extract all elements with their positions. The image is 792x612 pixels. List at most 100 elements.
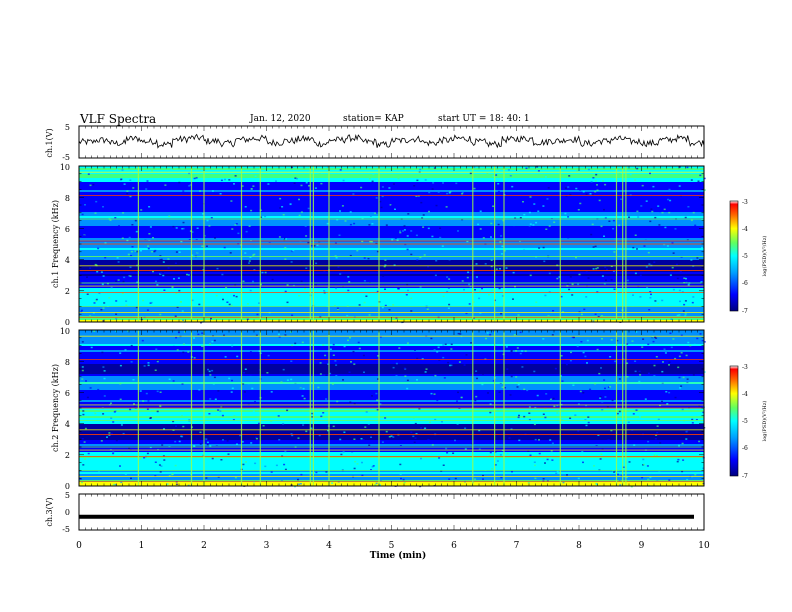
spectrogram-speckle: [264, 271, 267, 274]
spectrogram-speckle: [306, 475, 309, 477]
spectrogram-speckle: [550, 450, 553, 452]
spectrogram-speckle: [556, 404, 559, 407]
spectrogram-speckle: [174, 262, 177, 264]
spectrogram-speckle: [665, 391, 668, 393]
spectrogram-speckle: [528, 225, 531, 227]
spectrogram-speckle: [162, 274, 165, 277]
spectrogram-row: [79, 276, 704, 279]
spectrogram-speckle: [510, 428, 513, 430]
spectrogram-speckle: [601, 401, 604, 403]
spectrogram-speckle: [81, 341, 84, 343]
spectrogram-row: [79, 254, 704, 257]
spectrogram-speckle: [613, 471, 616, 473]
spectrogram-speckle: [490, 265, 493, 268]
spectrogram-speckle: [121, 292, 124, 295]
ch2-ytick-10: 10: [60, 327, 70, 336]
spectrogram-speckle: [697, 167, 700, 169]
spectrogram-speckle: [629, 194, 632, 196]
spectrogram-row: [79, 284, 704, 287]
spectrogram-speckle: [250, 209, 253, 212]
spectrogram-speckle: [442, 464, 445, 466]
spectrogram-speckle: [86, 396, 89, 399]
spectrogram-speckle: [680, 231, 683, 234]
spectrogram-speckle: [475, 370, 478, 372]
spectrogram-speckle: [221, 273, 224, 276]
spectrogram-row: [79, 182, 704, 185]
spectrogram-speckle: [233, 183, 235, 185]
spectrogram-speckle: [366, 332, 369, 335]
spectrogram-speckle: [286, 284, 289, 286]
spectrogram-speckle: [421, 358, 424, 360]
spectrogram-speckle: [656, 425, 659, 427]
spectrogram-speckle: [485, 337, 487, 340]
spectrogram-speckle: [202, 345, 205, 347]
spectrogram-speckle: [224, 356, 227, 358]
spectrogram-speckle: [187, 484, 190, 487]
spectrogram-speckle: [685, 354, 688, 357]
spectrogram-speckle: [643, 245, 646, 247]
spectrogram-speckle: [283, 463, 286, 466]
spectrogram-speckle: [625, 424, 628, 426]
spectrogram-speckle: [669, 274, 672, 276]
spectrogram-speckle: [521, 366, 524, 368]
spectrogram-speckle: [418, 408, 421, 410]
spectrogram-speckle: [123, 276, 126, 279]
spectrogram-speckle: [128, 275, 131, 277]
spectrogram-row: [79, 216, 704, 219]
spectrogram-speckle: [448, 454, 451, 456]
spectrogram-speckle: [148, 206, 151, 208]
spectrogram-speckle: [510, 350, 513, 352]
spectrogram-speckle: [499, 241, 502, 243]
spectrogram-speckle: [641, 346, 644, 348]
spectrogram-row: [79, 172, 704, 175]
spectrogram-speckle: [176, 306, 179, 308]
spectrogram-speckle: [290, 330, 293, 332]
spectrogram-speckle: [567, 317, 570, 319]
spectrogram-speckle: [182, 221, 185, 224]
spectrogram-speckle: [415, 433, 418, 435]
spectrogram-speckle: [135, 306, 138, 309]
spectrogram-speckle: [249, 351, 252, 353]
spectrogram-speckle: [81, 438, 84, 440]
spectrogram-speckle: [513, 224, 516, 227]
spectrogram-speckle: [337, 266, 340, 268]
spectrogram-speckle: [280, 317, 282, 319]
spectrogram-speckle: [136, 281, 139, 284]
spectrogram-speckle: [234, 175, 237, 177]
spectrogram-speckle: [691, 418, 694, 421]
spectrogram-speckle: [276, 208, 278, 211]
spectrogram-speckle: [600, 367, 602, 369]
spectrogram-speckle: [384, 264, 387, 266]
spectrogram-speckle: [84, 477, 87, 480]
spectrogram-speckle: [187, 392, 190, 395]
spectrogram-speckle: [174, 464, 177, 467]
spectrogram-speckle: [500, 235, 503, 237]
spectrogram-speckle: [497, 183, 500, 185]
spectrogram-speckle: [448, 441, 450, 443]
spectrogram-row: [79, 366, 704, 369]
spectrogram-speckle: [438, 457, 441, 459]
spectrogram-speckle: [403, 367, 406, 369]
spectrogram-row: [79, 376, 704, 379]
spectrogram-speckle: [103, 395, 106, 397]
spectrogram-speckle: [95, 200, 98, 203]
spectrogram-speckle: [228, 377, 231, 380]
spectrogram-speckle: [180, 366, 183, 368]
spectrogram-speckle: [284, 258, 287, 260]
spectrogram-speckle: [661, 400, 663, 403]
spectrogram-speckle: [110, 402, 112, 404]
spectrogram-speckle: [432, 209, 435, 212]
spectrogram-speckle: [81, 369, 84, 372]
spectrogram-speckle: [464, 427, 467, 429]
spectrogram-speckle: [544, 462, 546, 464]
spectrogram-speckle: [336, 464, 338, 466]
x-tick-label: 0: [76, 541, 82, 551]
spectrogram-speckle: [119, 398, 122, 401]
spectrogram-speckle: [519, 217, 522, 219]
spectrogram-speckle: [300, 184, 303, 187]
spectrogram-speckle: [305, 430, 308, 433]
spectrogram-speckle: [115, 280, 118, 282]
spectrogram-row: [79, 294, 704, 297]
spectrogram-speckle: [594, 245, 597, 248]
spectrogram-speckle: [100, 309, 103, 311]
